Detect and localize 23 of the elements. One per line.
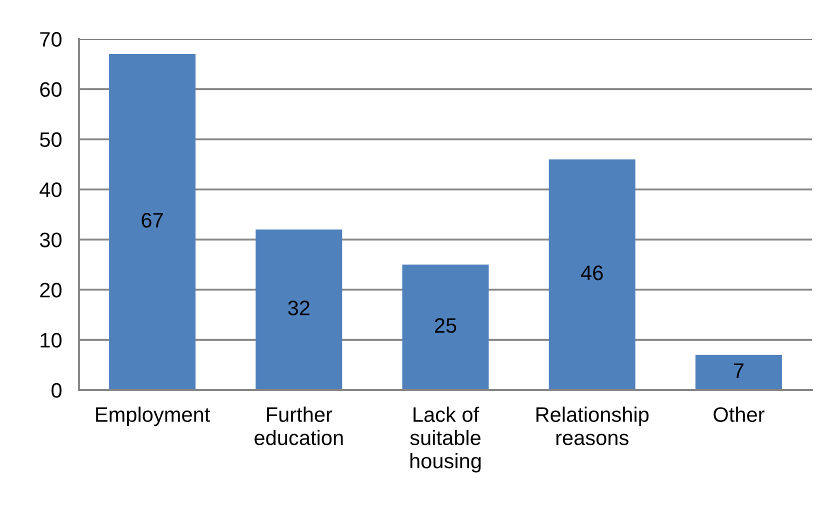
bar — [548, 159, 636, 390]
bar — [695, 354, 782, 390]
x-tick-label: Other — [714, 406, 764, 422]
y-tick-label: 50 — [40, 132, 62, 148]
y-tick-label: 20 — [40, 282, 62, 298]
y-tick-label: 40 — [40, 182, 62, 198]
y-tick-label: 70 — [40, 32, 62, 47]
y-tick-label: 60 — [40, 82, 62, 97]
y-tick-label: 10 — [40, 332, 62, 348]
data-label: 67 — [142, 212, 163, 228]
y-tick-label: 0 — [52, 383, 62, 398]
x-tick-label: Relationship reasons — [536, 406, 649, 446]
bar — [402, 264, 489, 390]
bar — [109, 54, 196, 390]
data-label: 32 — [288, 300, 310, 316]
x-tick-label: Employment — [96, 406, 210, 426]
data-label: 7 — [734, 364, 744, 378]
bar — [256, 230, 342, 390]
data-label: 25 — [434, 318, 456, 333]
x-tick-label: Lack of suitable housing — [410, 406, 481, 472]
y-tick-label: 30 — [40, 232, 62, 248]
data-label: 46 — [580, 266, 603, 280]
x-tick-label: Further education — [254, 406, 343, 446]
